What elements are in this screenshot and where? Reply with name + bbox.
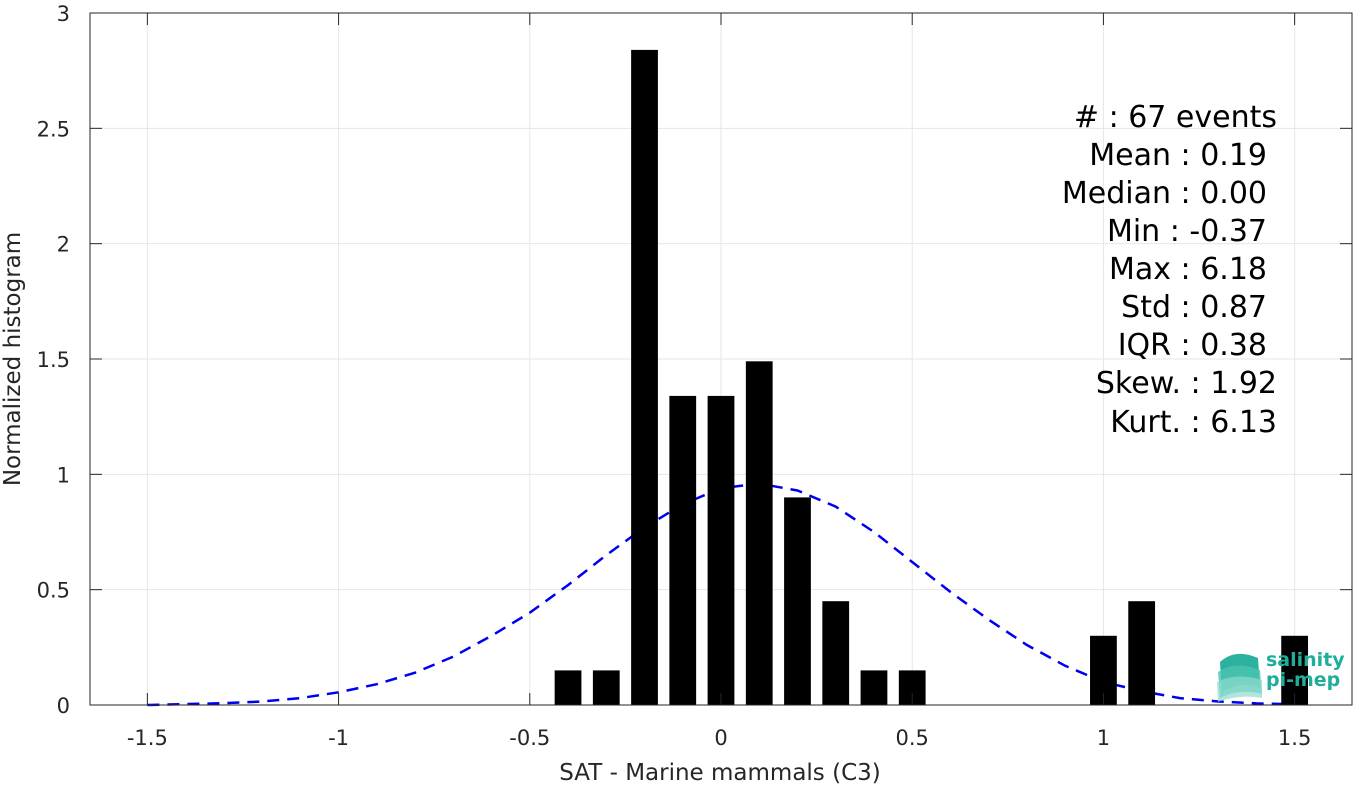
stat-min: Min : -0.37 <box>1107 214 1267 249</box>
histogram-bar <box>669 395 697 705</box>
stat-mean: Mean : 0.19 <box>1089 138 1267 173</box>
x-tick-label: -1.5 <box>127 726 168 750</box>
stat-skew: Skew. : 1.92 <box>1096 366 1277 401</box>
histogram-bar <box>745 361 773 705</box>
x-tick-label: 1 <box>1097 726 1110 750</box>
stat-std: Std : 0.87 <box>1121 290 1267 325</box>
y-tick-label: 2.5 <box>37 117 70 141</box>
x-tick-label: 0 <box>714 726 727 750</box>
y-tick-label: 0.5 <box>37 579 70 603</box>
x-tick-label: -0.5 <box>509 726 550 750</box>
histogram-bar <box>860 670 888 705</box>
x-tick-label: -1 <box>328 726 349 750</box>
y-axis-label: Normalized histogram <box>0 232 26 486</box>
x-tick-label: 0.5 <box>896 726 929 750</box>
histogram-bar <box>554 670 582 705</box>
salinity-pi-mep-logo: salinity pi-mep <box>1217 649 1345 702</box>
stat-iqr: IQR : 0.38 <box>1118 328 1267 363</box>
histogram-bar <box>592 670 620 705</box>
histogram-bar <box>784 497 811 705</box>
bars-layer <box>554 49 1309 705</box>
wave-logo-icon <box>1217 653 1262 702</box>
histogram-bar <box>1128 601 1156 705</box>
stat-events: # : 67 events <box>1074 100 1277 135</box>
y-tick-label: 3 <box>57 2 70 26</box>
y-tick-label: 2 <box>57 233 70 257</box>
y-tick-label: 1 <box>57 463 70 487</box>
y-tick-label: 0 <box>57 694 70 718</box>
logo-line-pi-mep: pi-mep <box>1266 669 1340 691</box>
x-tick-labels: -1.5 -1 -0.5 0 0.5 1 1.5 <box>127 726 1311 750</box>
histogram-bar <box>707 395 735 705</box>
stat-max: Max : 6.18 <box>1109 252 1267 287</box>
tick-marks <box>90 12 1352 706</box>
x-tick-label: 1.5 <box>1278 726 1311 750</box>
y-tick-labels: 0 0.5 1 1.5 2 2.5 3 <box>37 2 70 718</box>
stat-median: Median : 0.00 <box>1062 176 1267 211</box>
histogram-bar <box>631 49 658 705</box>
x-axis-label: SAT - Marine mammals (C3) <box>559 760 881 785</box>
histogram-bar <box>822 601 850 705</box>
logo-line-salinity: salinity <box>1266 649 1345 671</box>
statistics-annotation: # : 67 events Mean : 0.19 Median : 0.00 … <box>1062 100 1277 440</box>
stat-kurt: Kurt. : 6.13 <box>1110 405 1277 440</box>
y-tick-label: 1.5 <box>37 348 70 372</box>
